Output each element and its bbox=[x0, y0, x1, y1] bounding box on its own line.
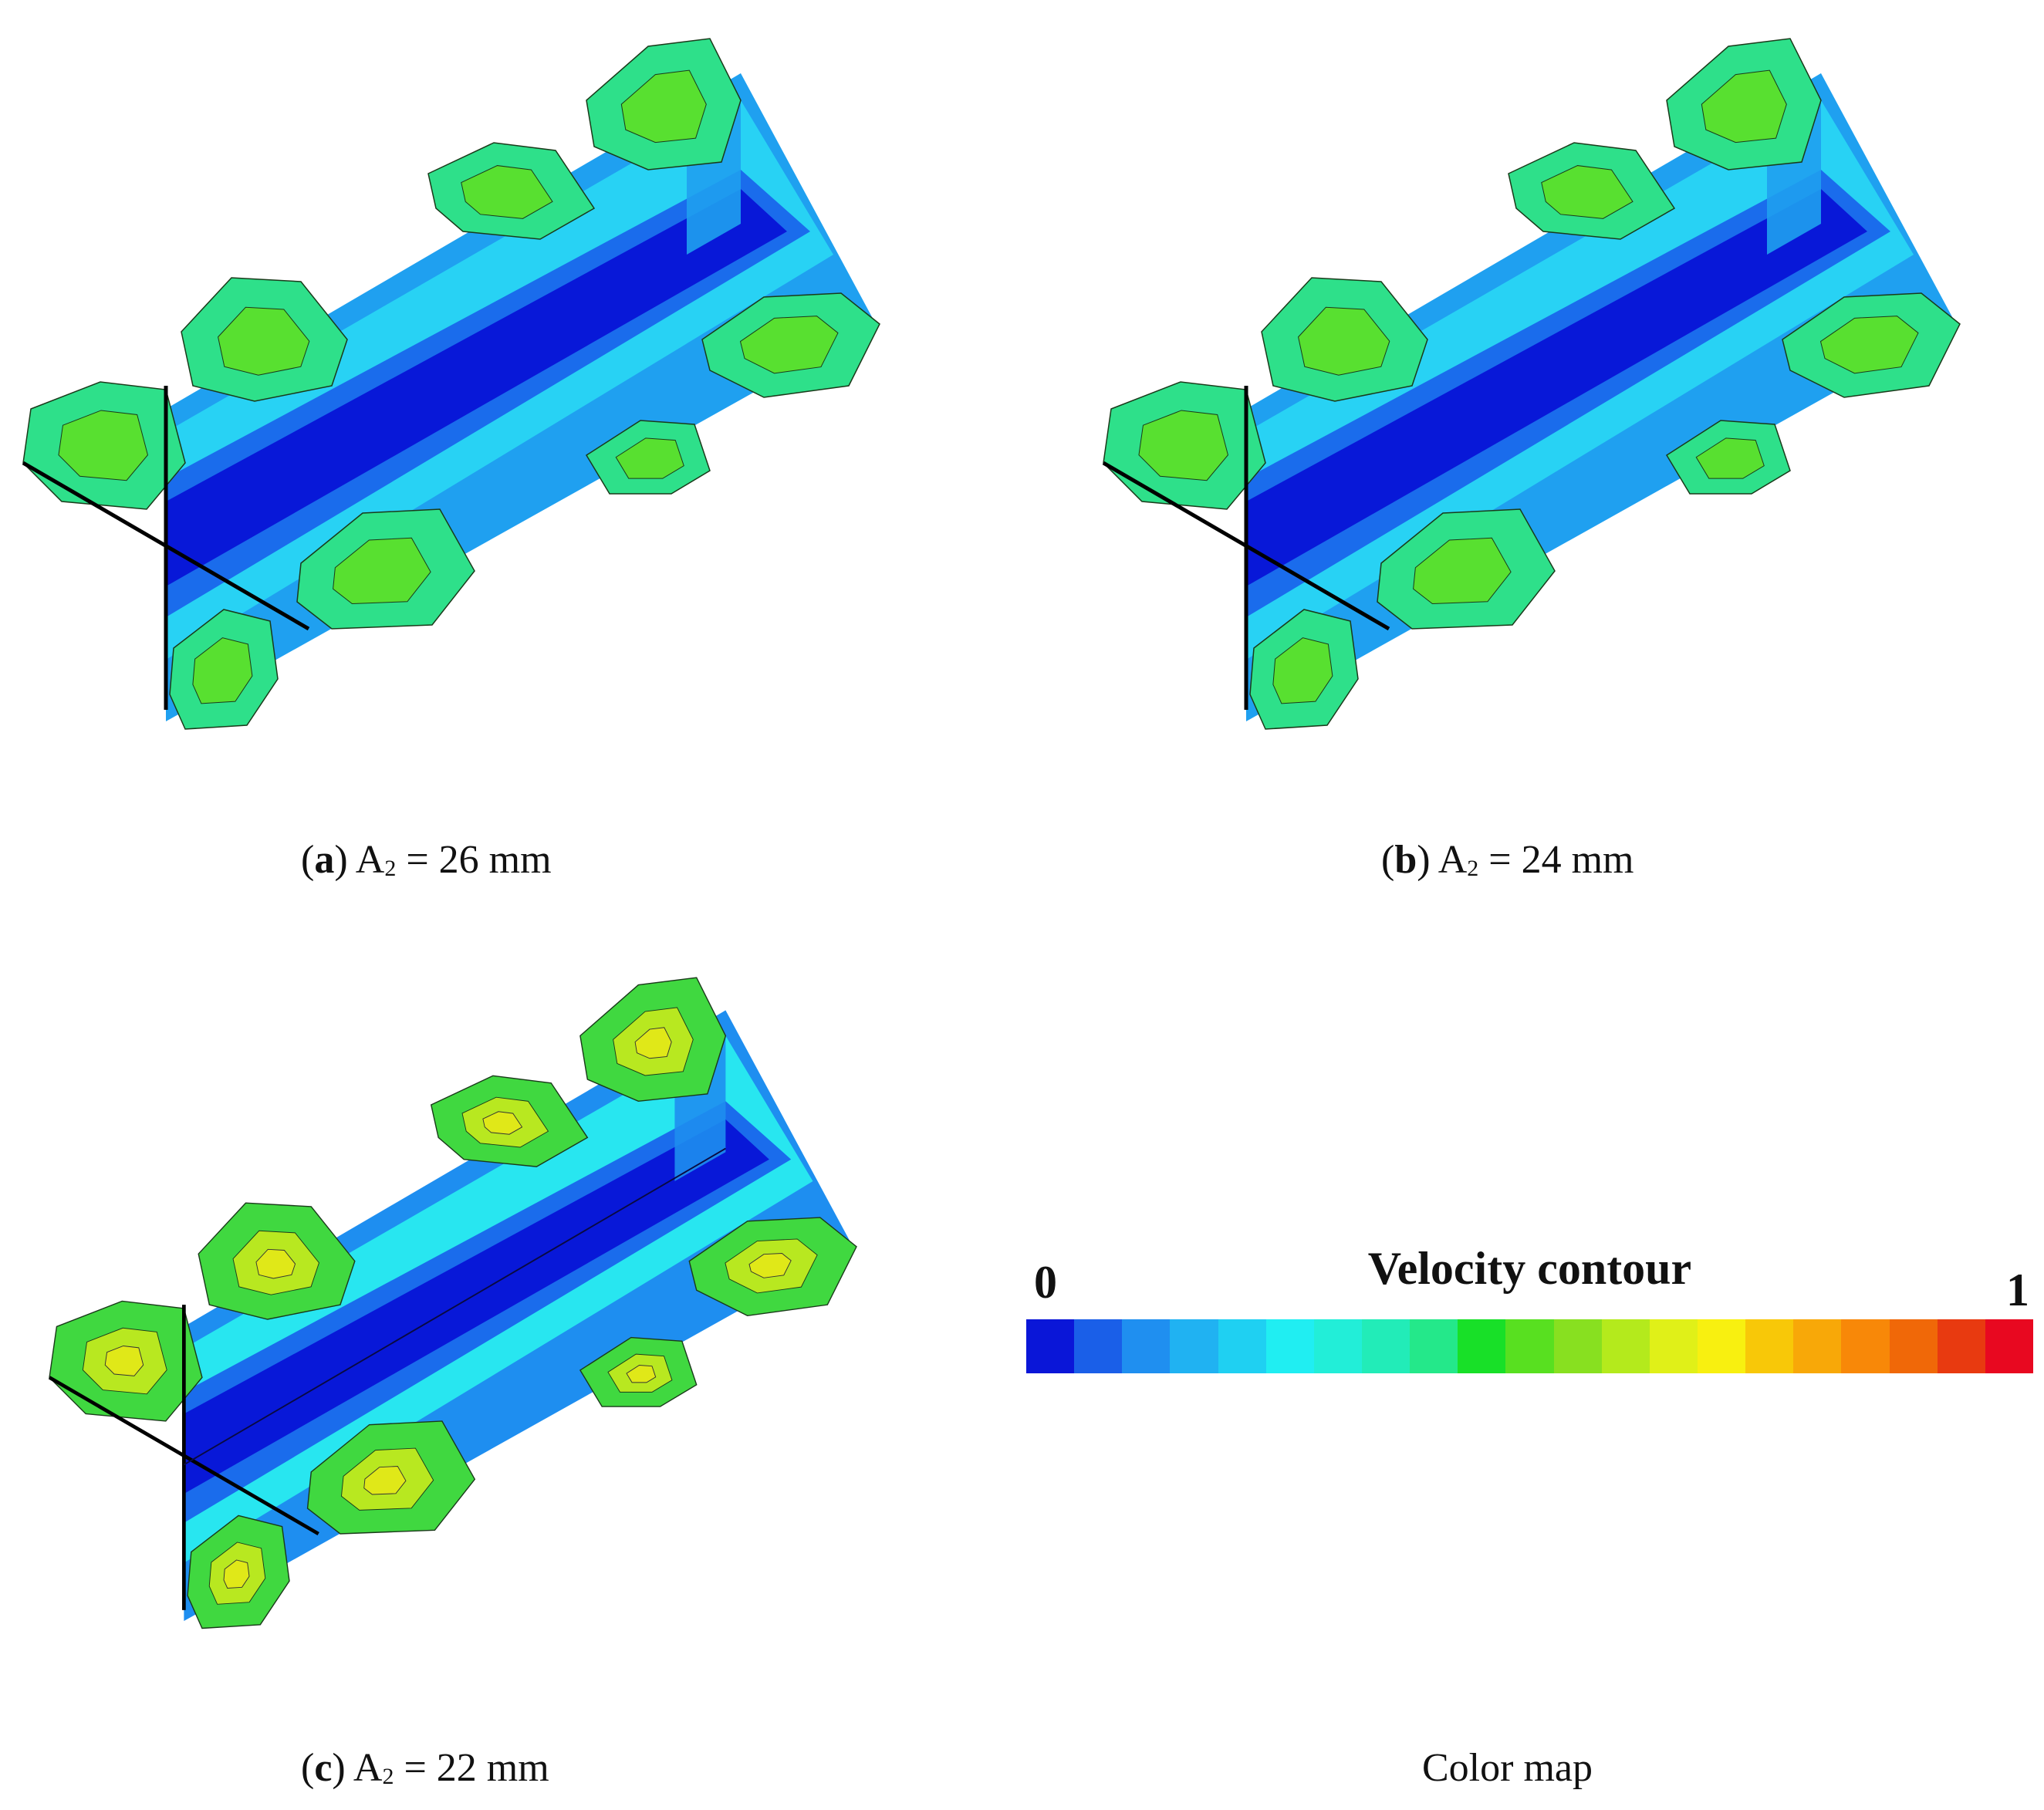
color-bar-cell bbox=[1841, 1319, 1890, 1373]
flight-lobe bbox=[1249, 609, 1359, 730]
color-bar-cell bbox=[1265, 1319, 1314, 1373]
color-bar-min-label: 0 bbox=[1034, 1257, 1057, 1308]
contour-svg bbox=[22, 38, 880, 730]
color-bar-cell bbox=[1026, 1319, 1075, 1373]
flight-lobe bbox=[1508, 142, 1676, 240]
color-bar-cell bbox=[1505, 1319, 1554, 1373]
color-bar-cell bbox=[1793, 1319, 1842, 1373]
flight-lobe bbox=[181, 277, 348, 402]
flight-lobe bbox=[688, 1217, 857, 1317]
flight-lobe bbox=[1665, 420, 1791, 495]
color-bar-cell bbox=[1889, 1319, 1938, 1373]
flight-lobe bbox=[22, 381, 186, 510]
flight-lobe bbox=[1261, 277, 1428, 402]
color-bar-strip bbox=[1026, 1319, 2033, 1373]
color-bar-cell bbox=[1601, 1319, 1650, 1373]
flight-lobe bbox=[198, 1202, 356, 1320]
flight-lobe bbox=[586, 38, 742, 171]
flight-lobe bbox=[1377, 508, 1556, 630]
flight-lobe bbox=[427, 142, 596, 240]
color-bar-title: Velocity contour bbox=[1367, 1243, 1692, 1294]
color-bar-cell bbox=[1745, 1319, 1794, 1373]
flight-lobe bbox=[187, 1515, 290, 1629]
flight-lobe bbox=[169, 609, 279, 730]
color-bar-cell bbox=[1553, 1319, 1602, 1373]
flight-lobe bbox=[306, 1420, 476, 1535]
color-bar-cell bbox=[1458, 1319, 1506, 1373]
caption-color-map: Color map bbox=[1422, 1746, 1593, 1790]
color-bar-cell bbox=[1122, 1319, 1171, 1373]
color-bar-cell bbox=[1985, 1319, 2033, 1373]
contour-plot-c bbox=[0, 941, 957, 1697]
contour-svg bbox=[1102, 38, 1961, 730]
color-bar-cell bbox=[1074, 1319, 1123, 1373]
caption-c: (c) A2 = 22 mm bbox=[301, 1746, 549, 1790]
color-bar-legend: Velocity contour 0 1 bbox=[1026, 1242, 2033, 1373]
flight-lobe bbox=[430, 1075, 589, 1167]
color-bar-cell bbox=[1218, 1319, 1266, 1373]
color-bar-cell bbox=[1649, 1319, 1698, 1373]
caption-b: (b) A2 = 24 mm bbox=[1381, 838, 1634, 882]
color-bar-max-label: 1 bbox=[2006, 1265, 2029, 1315]
color-bar-cell bbox=[1697, 1319, 1746, 1373]
contour-plot-a bbox=[0, 0, 957, 802]
flight-lobe bbox=[49, 1300, 203, 1422]
contour-plot-b bbox=[1080, 0, 2037, 802]
flight-lobe bbox=[1103, 381, 1266, 510]
color-bar-cell bbox=[1410, 1319, 1458, 1373]
flight-lobe bbox=[296, 508, 475, 630]
color-bar-cell bbox=[1170, 1319, 1218, 1373]
color-bar-cell bbox=[1937, 1319, 1985, 1373]
flight-lobe bbox=[585, 420, 711, 495]
color-bar-cell bbox=[1361, 1319, 1411, 1373]
flight-lobe bbox=[579, 977, 727, 1103]
color-bar-cell bbox=[1313, 1319, 1362, 1373]
caption-a: (a) A2 = 26 mm bbox=[301, 838, 552, 882]
flight-lobe bbox=[579, 1336, 698, 1407]
contour-svg bbox=[48, 977, 857, 1629]
flight-lobe bbox=[701, 292, 880, 398]
flight-lobe bbox=[1782, 292, 1961, 398]
flight-lobe bbox=[1666, 38, 1822, 171]
